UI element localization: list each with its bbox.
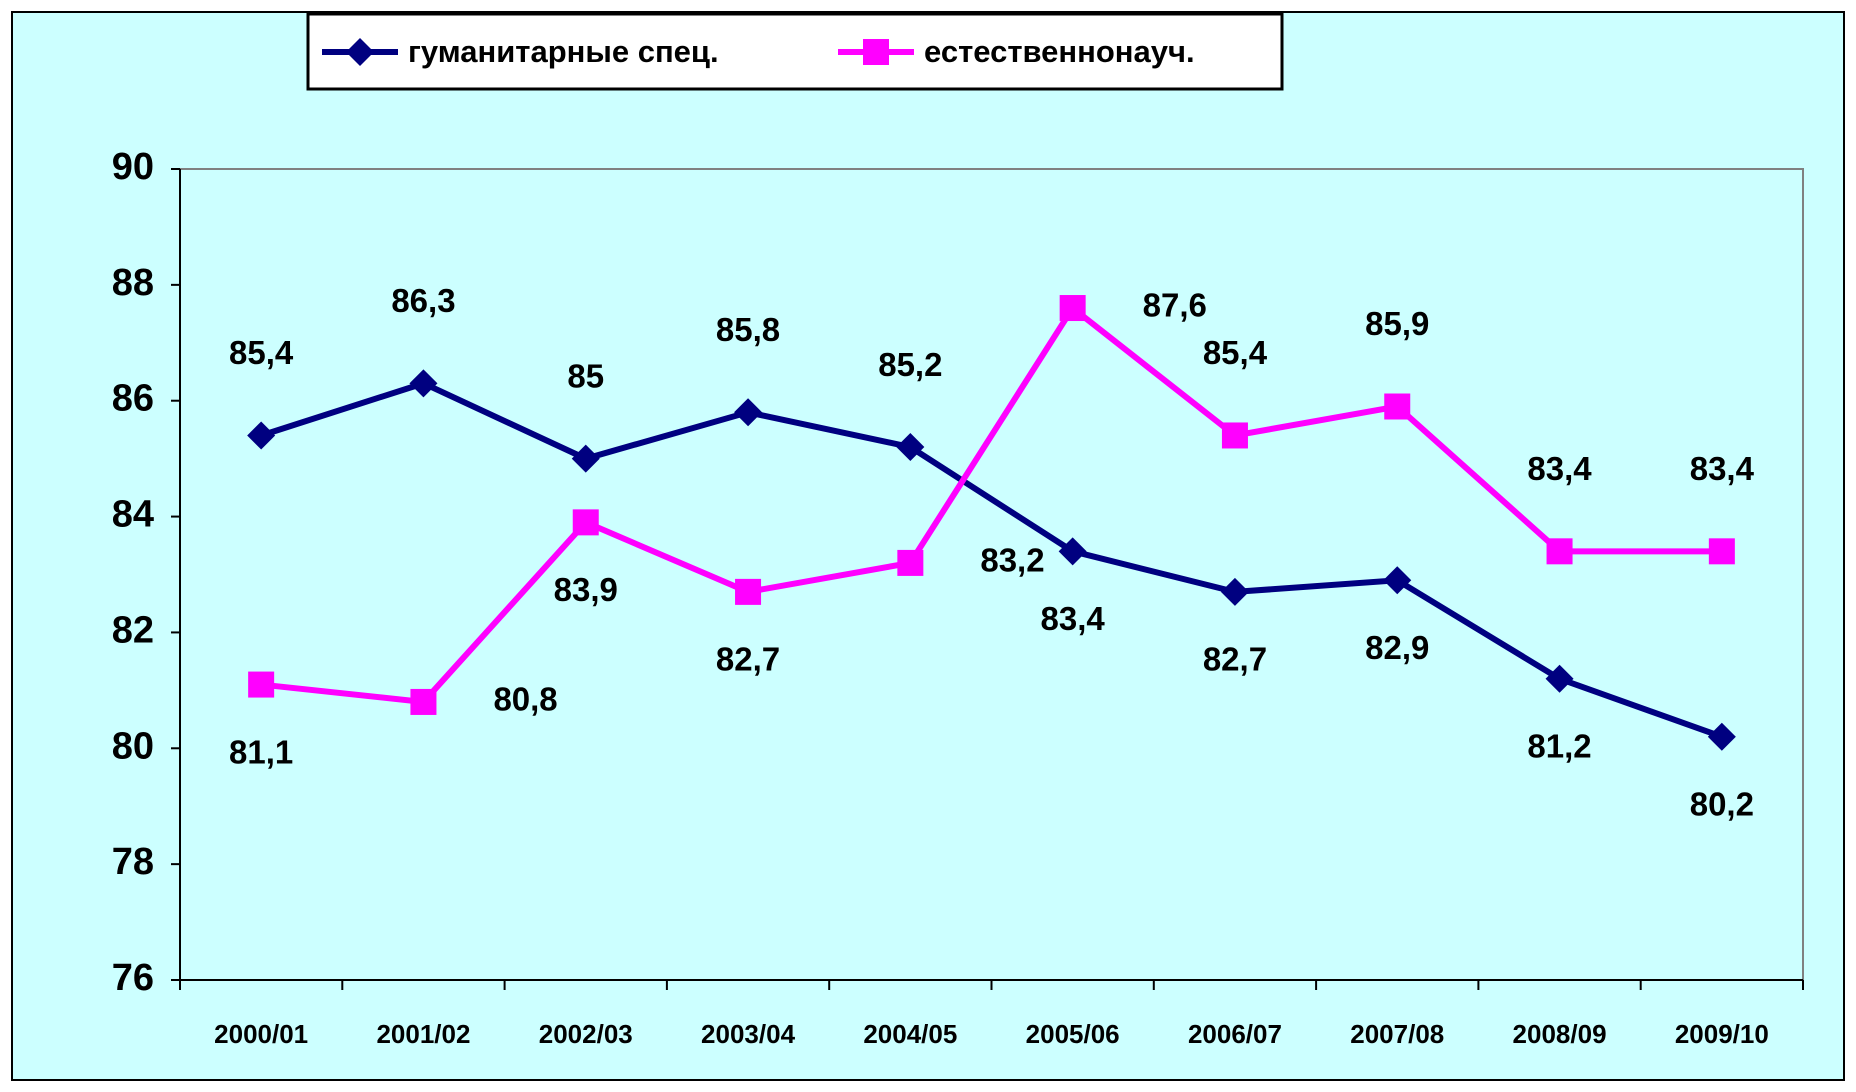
y-tick-label: 76: [112, 957, 154, 999]
x-tick-label: 2008/09: [1513, 1019, 1607, 1049]
diamond-marker: [1220, 577, 1249, 606]
data-label: 85,4: [229, 334, 294, 371]
data-label: 81,2: [1527, 727, 1591, 764]
y-tick-label: 82: [112, 609, 154, 651]
data-label: 83,4: [1527, 450, 1592, 487]
square-marker: [1546, 538, 1573, 565]
data-label: 83,9: [554, 571, 618, 608]
data-label: 82,7: [716, 641, 780, 678]
square-marker: [735, 578, 762, 605]
data-label: 86,3: [391, 282, 455, 319]
diamond-marker: [896, 433, 925, 462]
data-label: 85: [567, 357, 604, 394]
square-marker: [1221, 422, 1248, 449]
diamond-marker: [734, 398, 763, 427]
chart-background: [11, 11, 1845, 1081]
data-label: 85,8: [716, 311, 780, 348]
x-tick-label: 2002/03: [539, 1019, 633, 1049]
y-tick-label: 90: [112, 146, 154, 188]
x-tick-label: 2000/01: [214, 1019, 308, 1049]
legend-label: гуманитарные спец.: [408, 34, 719, 69]
square-marker: [897, 549, 924, 576]
legend-box: [306, 12, 1284, 91]
square-marker: [248, 671, 275, 698]
x-tick-label: 2006/07: [1188, 1019, 1282, 1049]
x-tick-label: 2007/08: [1350, 1019, 1444, 1049]
data-label: 85,4: [1203, 334, 1268, 371]
diamond-marker: [409, 369, 438, 398]
y-tick-label: 80: [112, 725, 154, 767]
data-label: 85,9: [1365, 305, 1429, 342]
y-tick-label: 84: [112, 494, 154, 536]
data-label: 82,9: [1365, 629, 1429, 666]
data-label: 83,2: [980, 542, 1044, 579]
data-label: 80,8: [493, 681, 557, 718]
diamond-marker: [1383, 566, 1412, 595]
series-line: [260, 380, 1723, 740]
diamond-marker: [1058, 537, 1087, 566]
data-label: 81,1: [229, 733, 293, 770]
diamond-marker: [247, 421, 276, 450]
square-marker: [572, 509, 599, 536]
y-tick-label: 86: [112, 378, 154, 420]
x-tick-label: 2005/06: [1026, 1019, 1120, 1049]
diamond-marker: [1545, 664, 1574, 693]
data-label: 80,2: [1690, 785, 1754, 822]
data-label: 83,4: [1690, 450, 1755, 487]
x-tick-label: 2009/10: [1675, 1019, 1769, 1049]
data-label: 85,2: [878, 346, 942, 383]
square-marker: [1384, 393, 1411, 420]
square-marker: [1059, 295, 1086, 322]
legend-marker: [863, 39, 889, 65]
legend-marker: [346, 38, 374, 66]
diamond-marker: [1707, 722, 1736, 751]
x-tick-label: 2003/04: [701, 1019, 796, 1049]
diamond-marker: [571, 444, 600, 473]
data-label: 87,6: [1143, 287, 1207, 324]
legend-label: естественнонауч.: [924, 34, 1195, 69]
y-tick-label: 88: [112, 262, 154, 304]
y-tick-label: 78: [112, 841, 154, 883]
x-tick-label: 2001/02: [376, 1019, 470, 1049]
square-marker: [410, 688, 437, 715]
x-tick-label: 2004/05: [863, 1019, 957, 1049]
data-label: 82,7: [1203, 641, 1267, 678]
square-marker: [1708, 538, 1735, 565]
data-label: 83,4: [1041, 600, 1106, 637]
series-line: [260, 303, 1722, 706]
